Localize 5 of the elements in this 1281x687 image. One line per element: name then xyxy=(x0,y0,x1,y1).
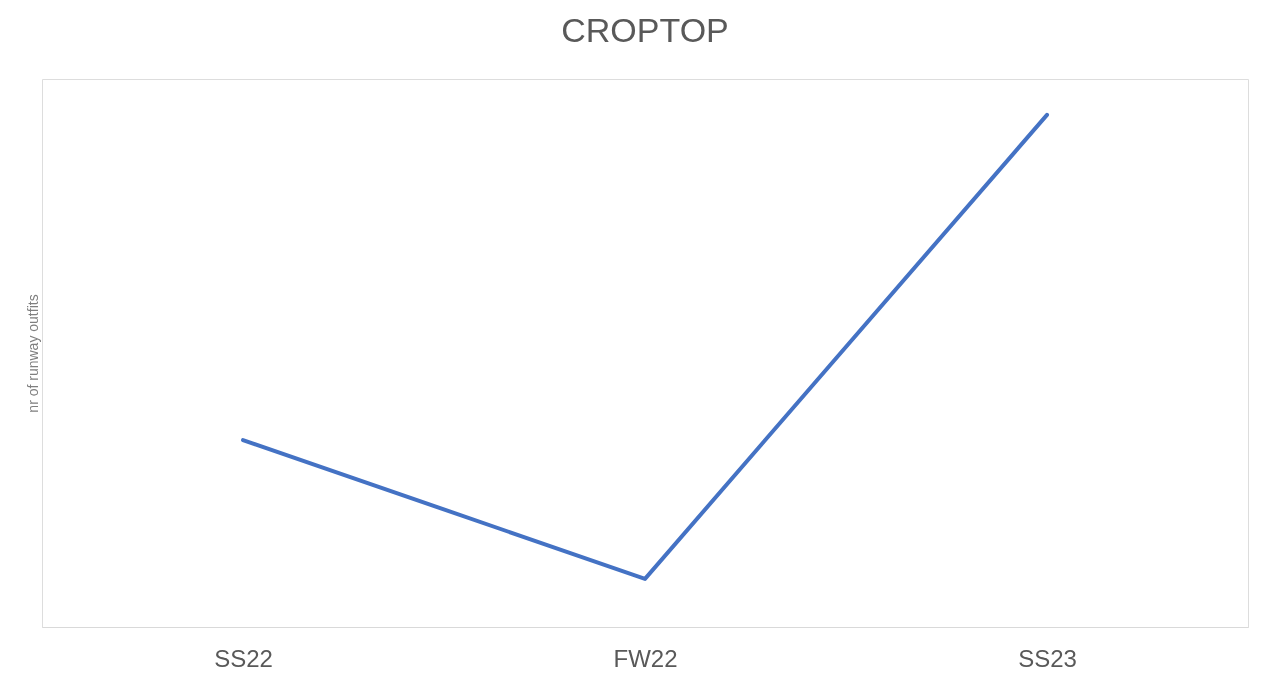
y-axis-title: nr of runway outfits xyxy=(24,294,41,413)
x-tick-label: SS22 xyxy=(214,644,273,672)
x-tick-label: SS23 xyxy=(1018,644,1077,672)
x-tick-label: FW22 xyxy=(613,644,678,672)
chart-title: CROPTOP xyxy=(561,11,729,49)
